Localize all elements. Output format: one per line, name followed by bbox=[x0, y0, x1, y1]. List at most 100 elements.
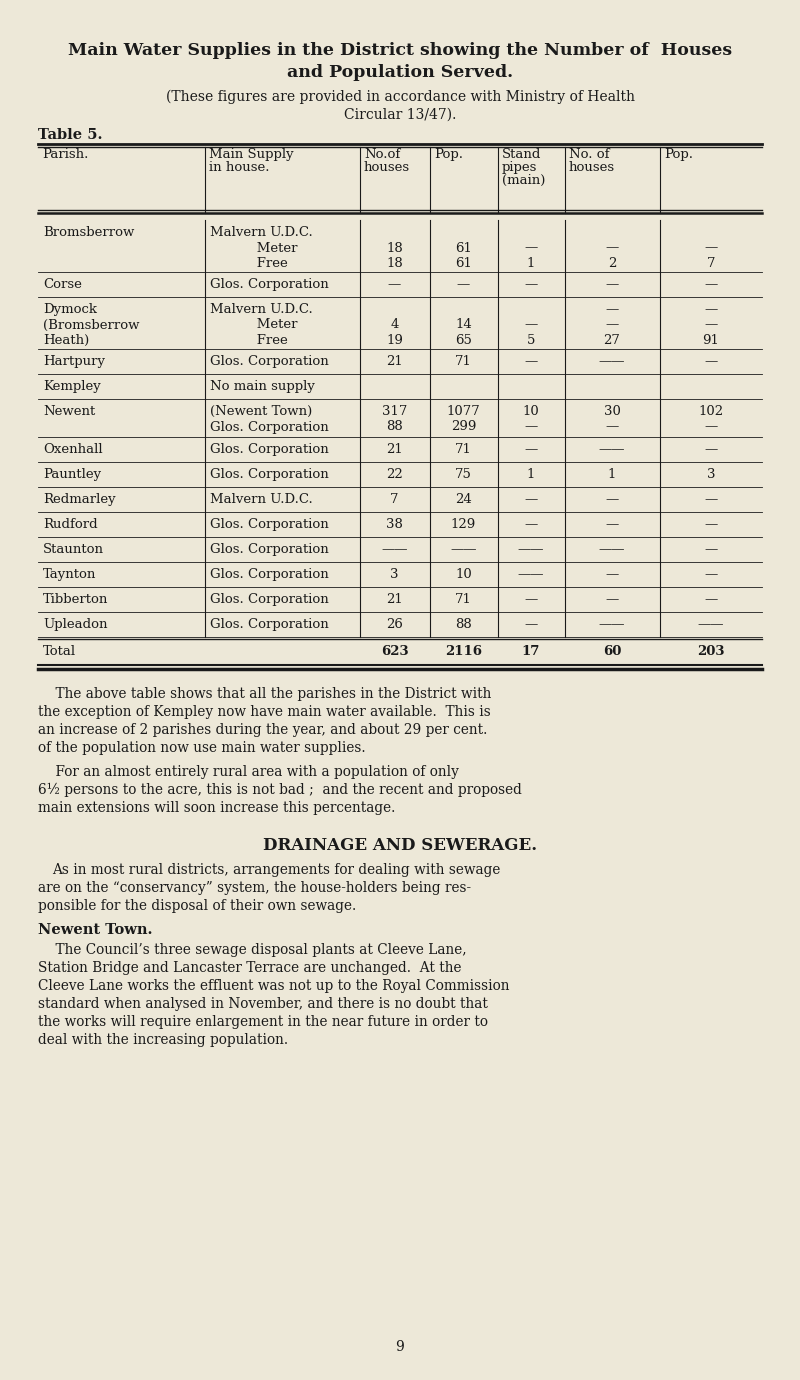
Text: 60: 60 bbox=[603, 644, 621, 658]
Text: 65: 65 bbox=[455, 334, 472, 346]
Text: Circular 13/47).: Circular 13/47). bbox=[344, 108, 456, 121]
Text: —: — bbox=[606, 304, 618, 316]
Text: —: — bbox=[457, 277, 470, 291]
Text: —: — bbox=[606, 277, 618, 291]
Text: —: — bbox=[704, 443, 718, 455]
Text: ——: —— bbox=[518, 542, 544, 556]
Text: are on the “conservancy” system, the house-holders being res-: are on the “conservancy” system, the hou… bbox=[38, 880, 471, 896]
Text: —: — bbox=[704, 421, 718, 433]
Text: 5: 5 bbox=[527, 334, 535, 346]
Text: 75: 75 bbox=[455, 468, 472, 482]
Text: —: — bbox=[704, 277, 718, 291]
Text: —: — bbox=[606, 241, 618, 254]
Text: —: — bbox=[606, 593, 618, 606]
Text: —: — bbox=[704, 304, 718, 316]
Text: Free: Free bbox=[210, 334, 288, 346]
Text: Bromsberrow: Bromsberrow bbox=[43, 226, 134, 239]
Text: 299: 299 bbox=[451, 421, 476, 433]
Text: Free: Free bbox=[210, 257, 288, 270]
Text: 21: 21 bbox=[386, 443, 403, 455]
Text: 7: 7 bbox=[706, 257, 715, 270]
Text: DRAINAGE AND SEWERAGE.: DRAINAGE AND SEWERAGE. bbox=[263, 838, 537, 854]
Text: Kempley: Kempley bbox=[43, 380, 101, 393]
Text: 22: 22 bbox=[386, 468, 403, 482]
Text: —: — bbox=[606, 421, 618, 433]
Text: 88: 88 bbox=[386, 421, 403, 433]
Text: Newent: Newent bbox=[43, 404, 95, 418]
Text: 71: 71 bbox=[455, 355, 472, 368]
Text: —: — bbox=[606, 569, 618, 581]
Text: Hartpury: Hartpury bbox=[43, 355, 105, 368]
Text: 61: 61 bbox=[455, 257, 472, 270]
Text: Glos. Corporation: Glos. Corporation bbox=[210, 518, 329, 531]
Text: 71: 71 bbox=[455, 443, 472, 455]
Text: Dymock: Dymock bbox=[43, 304, 97, 316]
Text: 24: 24 bbox=[455, 493, 472, 506]
Text: Glos. Corporation: Glos. Corporation bbox=[210, 468, 329, 482]
Text: Oxenhall: Oxenhall bbox=[43, 443, 102, 455]
Text: Heath): Heath) bbox=[43, 334, 90, 346]
Text: 71: 71 bbox=[455, 593, 472, 606]
Text: an increase of 2 parishes during the year, and about 29 per cent.: an increase of 2 parishes during the yea… bbox=[38, 723, 487, 737]
Text: 6½ persons to the acre, this is not bad ;  and the recent and proposed: 6½ persons to the acre, this is not bad … bbox=[38, 782, 522, 798]
Text: —: — bbox=[606, 493, 618, 506]
Text: 18: 18 bbox=[386, 241, 403, 254]
Text: ——: —— bbox=[698, 618, 724, 631]
Text: 1: 1 bbox=[527, 468, 535, 482]
Text: As in most rural districts, arrangements for dealing with sewage: As in most rural districts, arrangements… bbox=[52, 862, 500, 878]
Text: Pauntley: Pauntley bbox=[43, 468, 101, 482]
Text: No. of: No. of bbox=[569, 148, 610, 161]
Text: —: — bbox=[704, 569, 718, 581]
Text: For an almost entirely rural area with a population of only: For an almost entirely rural area with a… bbox=[38, 765, 459, 778]
Text: —: — bbox=[704, 493, 718, 506]
Text: Parish.: Parish. bbox=[42, 148, 88, 161]
Text: 7: 7 bbox=[390, 493, 398, 506]
Text: Main Water Supplies in the District showing the Number of  Houses: Main Water Supplies in the District show… bbox=[68, 41, 732, 59]
Text: —: — bbox=[704, 593, 718, 606]
Text: —: — bbox=[524, 518, 538, 531]
Text: Total: Total bbox=[43, 644, 76, 658]
Text: ——: —— bbox=[598, 618, 626, 631]
Text: (Newent Town): (Newent Town) bbox=[210, 404, 312, 418]
Text: Glos. Corporation: Glos. Corporation bbox=[210, 277, 329, 291]
Text: pipes: pipes bbox=[502, 161, 538, 174]
Text: 10: 10 bbox=[455, 569, 472, 581]
Text: of the population now use main water supplies.: of the population now use main water sup… bbox=[38, 741, 366, 755]
Text: No.of: No.of bbox=[364, 148, 400, 161]
Text: 38: 38 bbox=[386, 518, 403, 531]
Text: standard when analysed in November, and there is no doubt that: standard when analysed in November, and … bbox=[38, 996, 488, 1012]
Text: No main supply: No main supply bbox=[210, 380, 315, 393]
Text: Pop.: Pop. bbox=[434, 148, 463, 161]
Text: (These figures are provided in accordance with Ministry of Health: (These figures are provided in accordanc… bbox=[166, 90, 634, 105]
Text: —: — bbox=[524, 618, 538, 631]
Text: 17: 17 bbox=[522, 644, 540, 658]
Text: 102: 102 bbox=[698, 404, 723, 418]
Text: —: — bbox=[388, 277, 401, 291]
Text: Pop.: Pop. bbox=[664, 148, 693, 161]
Text: Meter: Meter bbox=[210, 319, 298, 331]
Text: 19: 19 bbox=[386, 334, 403, 346]
Text: 1: 1 bbox=[527, 257, 535, 270]
Text: and Population Served.: and Population Served. bbox=[287, 63, 513, 81]
Text: —: — bbox=[704, 355, 718, 368]
Text: —: — bbox=[524, 421, 538, 433]
Text: houses: houses bbox=[364, 161, 410, 174]
Text: —: — bbox=[524, 277, 538, 291]
Text: 4: 4 bbox=[390, 319, 398, 331]
Text: in house.: in house. bbox=[209, 161, 270, 174]
Text: —: — bbox=[606, 518, 618, 531]
Text: 27: 27 bbox=[603, 334, 621, 346]
Text: Tibberton: Tibberton bbox=[43, 593, 108, 606]
Text: 21: 21 bbox=[386, 355, 403, 368]
Text: —: — bbox=[704, 518, 718, 531]
Text: —: — bbox=[524, 319, 538, 331]
Text: 129: 129 bbox=[451, 518, 476, 531]
Text: Glos. Corporation: Glos. Corporation bbox=[210, 542, 329, 556]
Text: —: — bbox=[524, 593, 538, 606]
Text: —: — bbox=[524, 443, 538, 455]
Text: Stand: Stand bbox=[502, 148, 542, 161]
Text: ——: —— bbox=[450, 542, 477, 556]
Text: Corse: Corse bbox=[43, 277, 82, 291]
Text: Upleadon: Upleadon bbox=[43, 618, 107, 631]
Text: ——: —— bbox=[598, 443, 626, 455]
